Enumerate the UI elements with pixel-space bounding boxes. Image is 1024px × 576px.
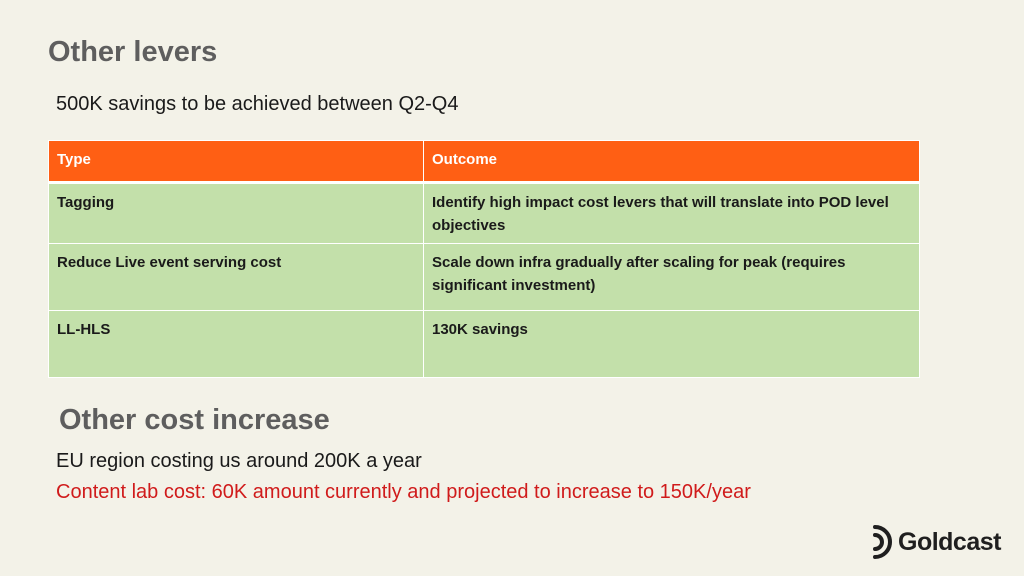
cell-outcome: Identify high impact cost levers that wi… [423,182,920,244]
cell-type: Tagging [48,182,424,244]
table-row: Tagging Identify high impact cost levers… [48,182,920,244]
cost-increase-item-highlighted: Content lab cost: 60K amount currently a… [56,481,751,503]
logo-text: Goldcast [898,527,1001,556]
cost-increase-title: Other cost increase [59,404,330,436]
table-header-row: Type Outcome [48,140,920,184]
page-subtitle: 500K savings to be achieved between Q2-Q… [56,93,459,115]
cell-type: LL-HLS [48,310,424,378]
header-type: Type [48,140,424,184]
page-title: Other levers [48,36,218,68]
levers-table: Type Outcome Tagging Identify high impac… [48,140,920,378]
cell-type: Reduce Live event serving cost [48,243,424,311]
goldcast-logo-icon [873,525,892,559]
header-outcome: Outcome [423,140,920,184]
cell-outcome: 130K savings [423,310,920,378]
table-row: LL-HLS 130K savings [48,310,920,378]
cost-increase-item: EU region costing us around 200K a year [56,450,422,472]
cell-outcome: Scale down infra gradually after scaling… [423,243,920,311]
table-row: Reduce Live event serving cost Scale dow… [48,243,920,311]
goldcast-logo: Goldcast [872,522,1001,562]
